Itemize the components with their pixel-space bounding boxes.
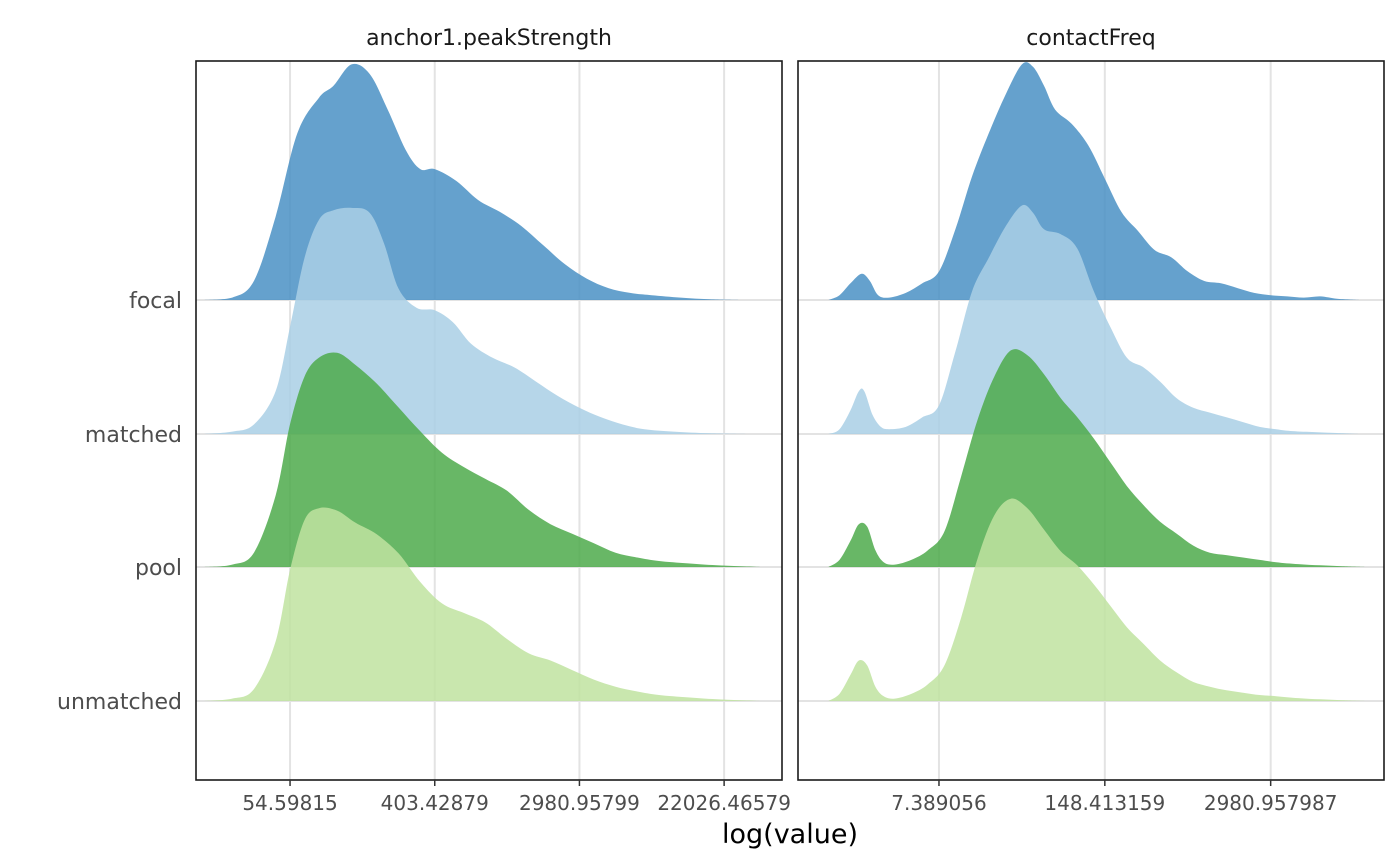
x-tick-label: 7.389056 — [891, 791, 986, 815]
ridge-matched — [828, 204, 1360, 434]
ridge-unmatched — [828, 498, 1365, 701]
y-axis: focal matched pool unmatched — [57, 289, 182, 715]
ridge-focal — [828, 62, 1360, 301]
x-tick-label: 148.413159 — [1044, 791, 1165, 815]
x-tick-label: 54.59815 — [242, 791, 337, 815]
panel-title: anchor1.peakStrength — [366, 26, 612, 51]
x-tick-label: 22026.46579 — [657, 791, 791, 815]
panel-contact-freq: contactFreq 7.389056 148.413159 2980.95798… — [797, 26, 1385, 815]
panel-border — [797, 60, 1385, 781]
y-tick-label: matched — [85, 423, 182, 448]
x-tick-label: 2980.957987 — [1204, 791, 1338, 815]
panel-peak-strength: anchor1.peakStrength 54.59815 403.42879 29… — [195, 26, 791, 815]
ridge-pool — [828, 349, 1365, 567]
ridge-unmatched — [203, 507, 761, 701]
ridges — [828, 62, 1365, 701]
panel-border — [195, 60, 783, 781]
ridge-focal — [203, 63, 739, 300]
ridges — [203, 63, 761, 701]
ridge-pool — [203, 352, 761, 567]
y-tick-label: focal — [129, 289, 182, 314]
x-tick-label: 2980.95799 — [519, 791, 640, 815]
panel-title: contactFreq — [1026, 26, 1155, 51]
y-tick-label: pool — [135, 556, 182, 581]
y-tick-label: unmatched — [57, 690, 182, 715]
x-tick-label: 403.42879 — [381, 791, 489, 815]
x-axis-title: log(value) — [722, 819, 858, 850]
